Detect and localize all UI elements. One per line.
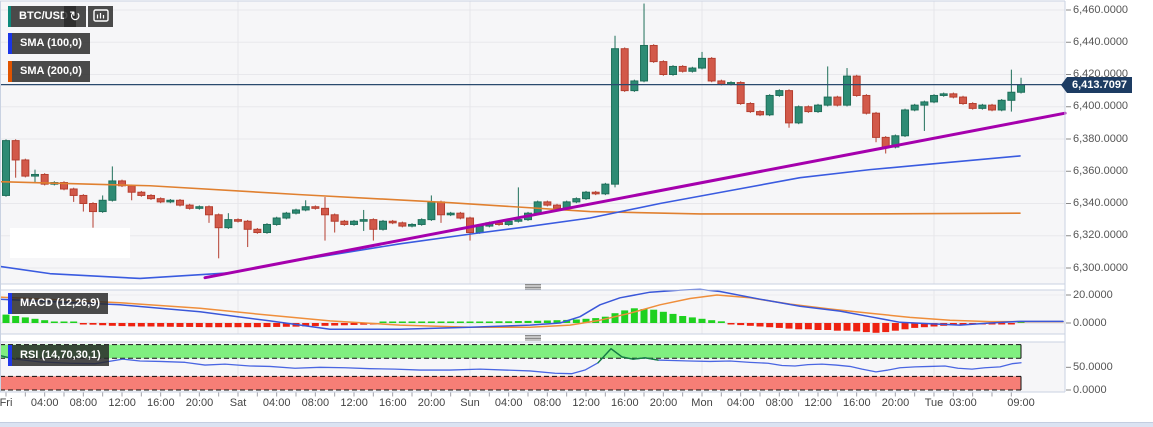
time-axis-label: 08:00 (765, 397, 794, 409)
panel-resize-handle[interactable] (525, 335, 541, 341)
time-axis-label: 12:00 (108, 397, 136, 409)
time-axis-label: 03:00 (949, 397, 977, 409)
time-axis-label: 16:00 (147, 397, 175, 409)
price-axis-label: 6,420.0000 (1073, 68, 1129, 80)
rsi-axis-label: 50.0000 (1073, 360, 1113, 373)
time-axis-label: Sun (460, 397, 480, 409)
price-axis-label: 6,400.0000 (1073, 100, 1129, 113)
time-axis-label: 04:00 (726, 397, 755, 409)
time-axis-label: 12:00 (340, 397, 368, 409)
time-axis-label: Mon (691, 397, 713, 409)
last-price-badge: 6,413.7097 (1060, 77, 1133, 93)
time-axis-label: 20:00 (649, 397, 678, 409)
price-axis-label: 6,440.0000 (1073, 35, 1129, 48)
price-axis-label: 6,340.0000 (1073, 197, 1129, 209)
time-axis-label: 20:00 (881, 397, 910, 409)
rsi-axis-label: 0.0000 (1073, 383, 1107, 396)
time-axis-label: 12:00 (804, 397, 832, 409)
time-axis-label: 04:00 (30, 397, 59, 409)
time-axis-label: Fri (0, 397, 13, 409)
macd-axis-label: 20.0000 (1073, 288, 1113, 301)
time-axis-label: 16:00 (611, 397, 639, 409)
rsi-indicator-chip[interactable]: RSI (14,70,30,1) (8, 345, 109, 366)
price-axis-label: 6,380.0000 (1073, 132, 1129, 145)
time-axis-label: 08:00 (533, 397, 562, 409)
chart-settings-button[interactable] (88, 6, 113, 27)
watermark-blank-area (10, 228, 130, 258)
sma100-indicator-chip[interactable]: SMA (100,0) (8, 33, 90, 54)
refresh-icon: ↻ (69, 8, 81, 24)
time-axis-label: 20:00 (417, 397, 446, 409)
time-axis-label: 04:00 (262, 397, 291, 409)
time-axis-label: 16:00 (843, 397, 871, 409)
price-axis-label: 6,460.0000 (1073, 3, 1129, 16)
symbol-button[interactable]: BTC/USD (8, 6, 76, 27)
time-axis-label: 20:00 (185, 397, 214, 409)
time-axis-label: Tue (924, 397, 944, 409)
macd-histogram (2, 308, 1025, 333)
rsi-oversold-band (0, 376, 1021, 390)
macd-axis-label: 0.0000 (1073, 316, 1107, 329)
bottom-scroll-strip[interactable] (0, 422, 1153, 427)
rsi-overbought-band (0, 344, 1021, 359)
time-axis-label: 12:00 (572, 397, 600, 409)
time-axis-label: 08:00 (301, 397, 330, 409)
time-axis-label: Sat (229, 397, 247, 409)
time-axis-label: 08:00 (69, 397, 98, 409)
time-axis-label: 09:00 (1007, 397, 1035, 409)
time-axis-label: 16:00 (379, 397, 407, 409)
panel-resize-handle[interactable] (525, 284, 541, 290)
price-axis-label: 6,300.0000 (1073, 261, 1129, 274)
macd-indicator-chip[interactable]: MACD (12,26,9) (8, 293, 109, 314)
time-axis-label: 04:00 (494, 397, 523, 409)
price-axis-label: 6,320.0000 (1073, 229, 1129, 242)
refresh-button[interactable]: ↻ (64, 6, 86, 27)
sma200-indicator-chip[interactable]: SMA (200,0) (8, 61, 90, 82)
candlestick-chart-box-icon (92, 9, 109, 22)
price-axis-label: 6,360.0000 (1073, 164, 1129, 177)
